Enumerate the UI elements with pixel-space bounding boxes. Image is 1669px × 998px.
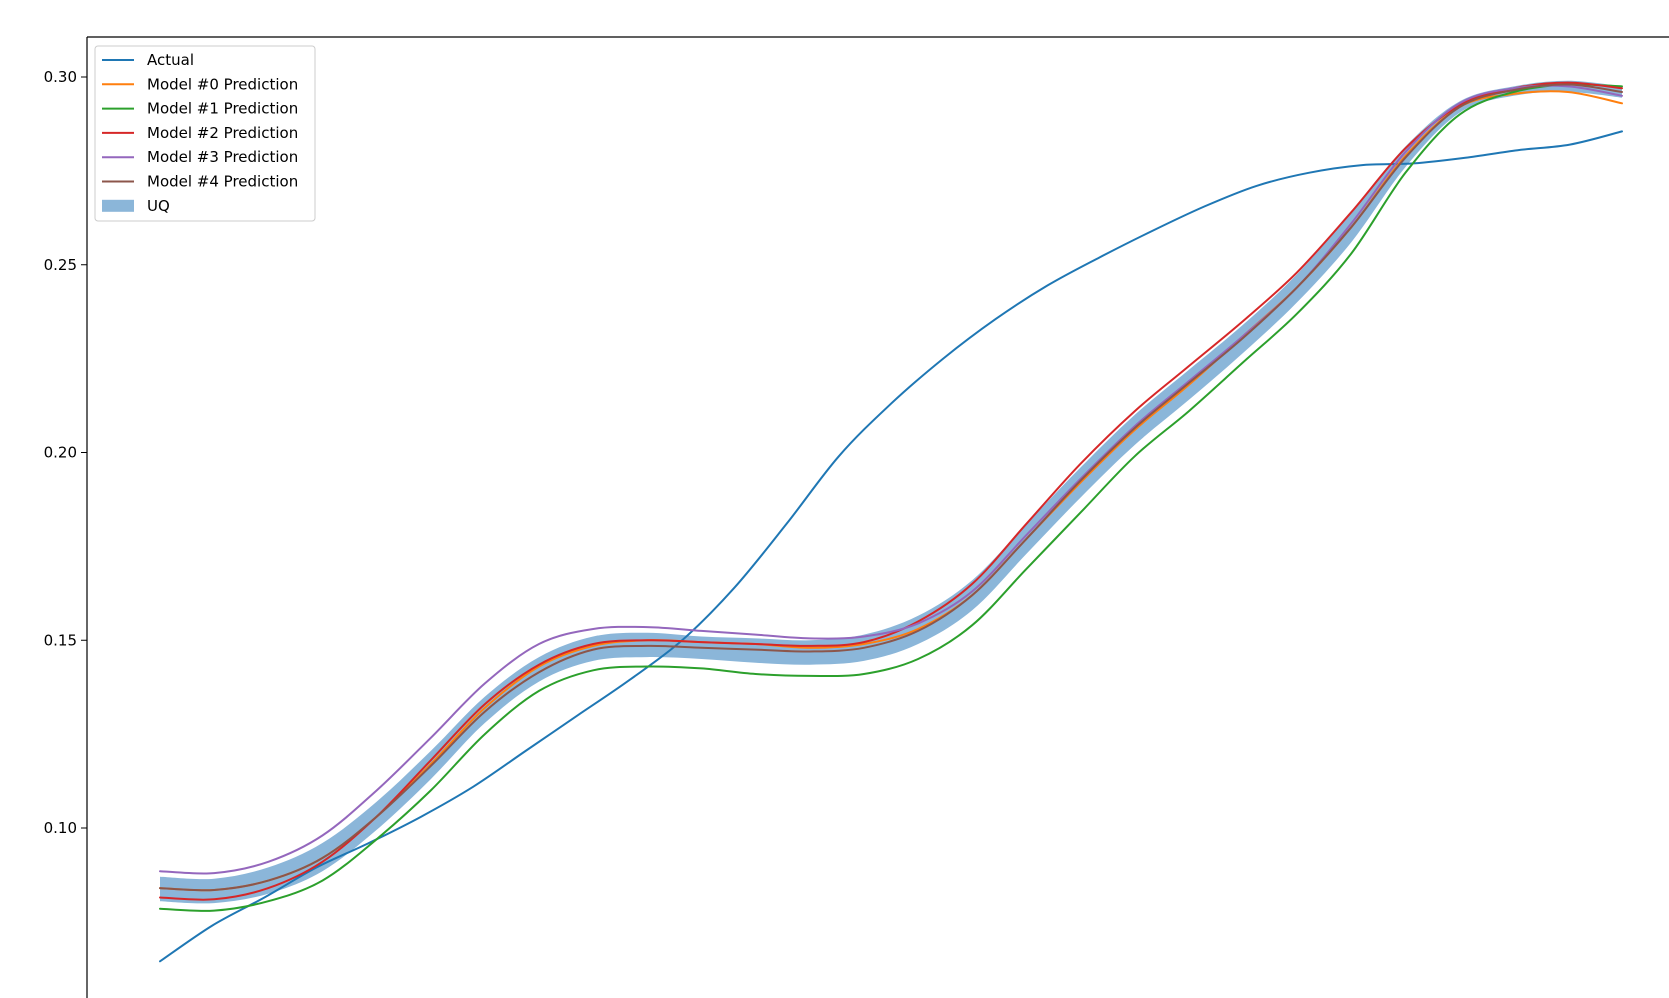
series-layer xyxy=(159,81,1623,963)
y-tick-label: 0.30 xyxy=(44,68,77,86)
axes-layer xyxy=(86,36,1669,998)
legend: Actual Model #0 Prediction Model #1 Predic… xyxy=(94,45,316,222)
y-tick-label: 0.15 xyxy=(44,631,77,649)
legend-swatch xyxy=(102,199,134,212)
legend-label: Actual xyxy=(147,51,194,69)
y-tick-label: 0.10 xyxy=(44,819,77,837)
legend-label: Model #0 Prediction xyxy=(147,75,298,93)
legend-box xyxy=(94,45,316,222)
legend-item: Model #3 Prediction xyxy=(102,148,298,166)
legend-label: UQ xyxy=(147,197,170,215)
legend-label: Model #4 Prediction xyxy=(147,173,298,191)
legend-item: Model #2 Prediction xyxy=(102,124,298,142)
y-tick-label: 0.25 xyxy=(44,256,77,274)
legend-label: Model #1 Prediction xyxy=(147,100,298,118)
legend-item: UQ xyxy=(102,197,170,215)
legend-label: Model #2 Prediction xyxy=(147,124,298,142)
legend-item: Model #1 Prediction xyxy=(102,100,298,118)
legend-item: Model #0 Prediction xyxy=(102,75,298,93)
series-line-model-3-prediction xyxy=(159,84,1623,875)
legend-item: Model #4 Prediction xyxy=(102,173,298,191)
series-line-actual xyxy=(159,130,1623,963)
series-line-model-2-prediction xyxy=(159,81,1623,901)
y-ticks: 0.10 0.15 0.20 0.25 0.30 xyxy=(44,68,87,837)
legend-item: Actual xyxy=(102,51,194,69)
legend-label: Model #3 Prediction xyxy=(147,148,298,166)
series-line-model-4-prediction xyxy=(159,83,1623,892)
series-line-model-1-prediction xyxy=(159,83,1623,912)
y-tick-label: 0.20 xyxy=(44,444,77,462)
